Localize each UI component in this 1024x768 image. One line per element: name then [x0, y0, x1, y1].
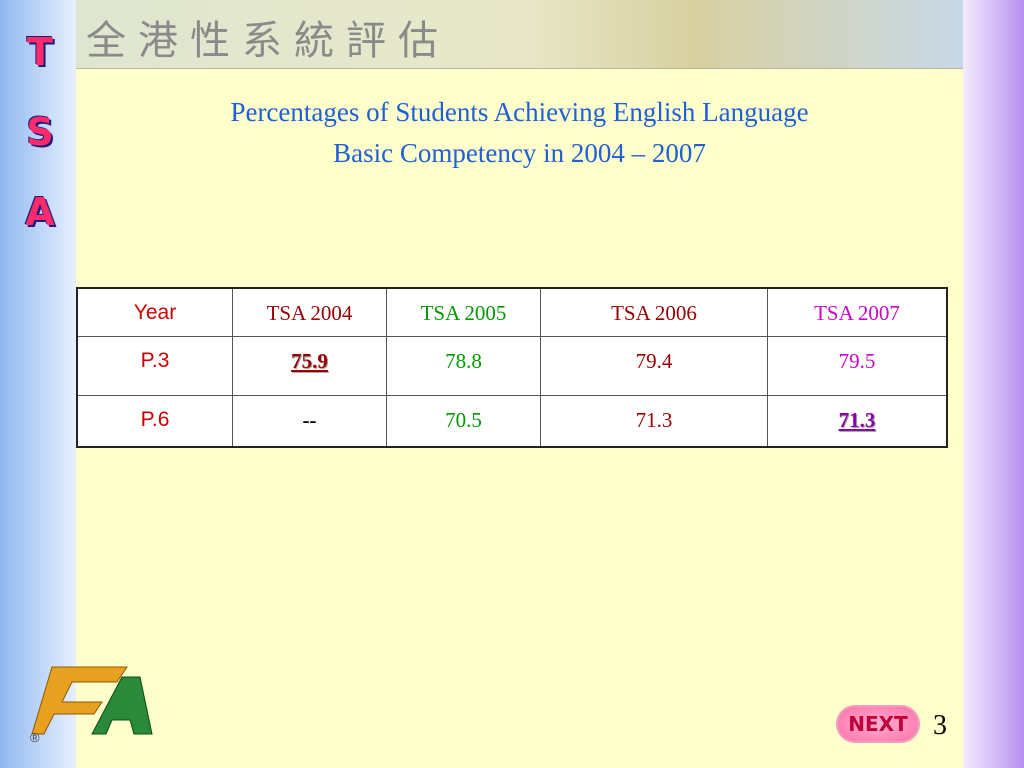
results-table: Year TSA 2004 TSA 2005 TSA 2006 TSA 2007… [76, 287, 948, 448]
cell: 79.5 [767, 335, 948, 396]
header-cell: Year [76, 287, 233, 337]
cell: 79.4 [540, 335, 768, 396]
logo-a [91, 676, 153, 735]
cell: -- [232, 394, 387, 448]
right-strip [963, 0, 1024, 768]
cell: 71.3 [540, 394, 768, 448]
header-cell: TSA 2006 [540, 287, 768, 337]
side-letter: T [27, 30, 53, 74]
logo [31, 666, 153, 735]
header-cell: TSA 2007 [767, 287, 948, 337]
page-number: 3 [933, 710, 947, 741]
row-label: P.6 [76, 394, 233, 448]
cell: 78.8 [386, 335, 541, 396]
row-label: P.3 [76, 335, 233, 396]
cell: 71.3 [767, 394, 948, 448]
cell: 75.9 [232, 335, 387, 396]
header-cell: TSA 2005 [386, 287, 541, 337]
banner-title: 全港性系統評估 [86, 18, 450, 64]
side-letter: S [26, 110, 54, 154]
slide-title: Percentages of Students Achieving Englis… [230, 97, 809, 127]
logo-e [31, 666, 128, 735]
banner: 全港性系統評估 [76, 0, 963, 69]
side-letter: A [25, 190, 55, 234]
slide-title: Basic Competency in 2004 – 2007 [333, 138, 706, 168]
cell: 70.5 [386, 394, 541, 448]
left-strip [0, 0, 76, 768]
header-cell: TSA 2004 [232, 287, 387, 337]
next-button[interactable]: NEXT [836, 705, 920, 743]
registered-mark: ® [30, 730, 40, 745]
